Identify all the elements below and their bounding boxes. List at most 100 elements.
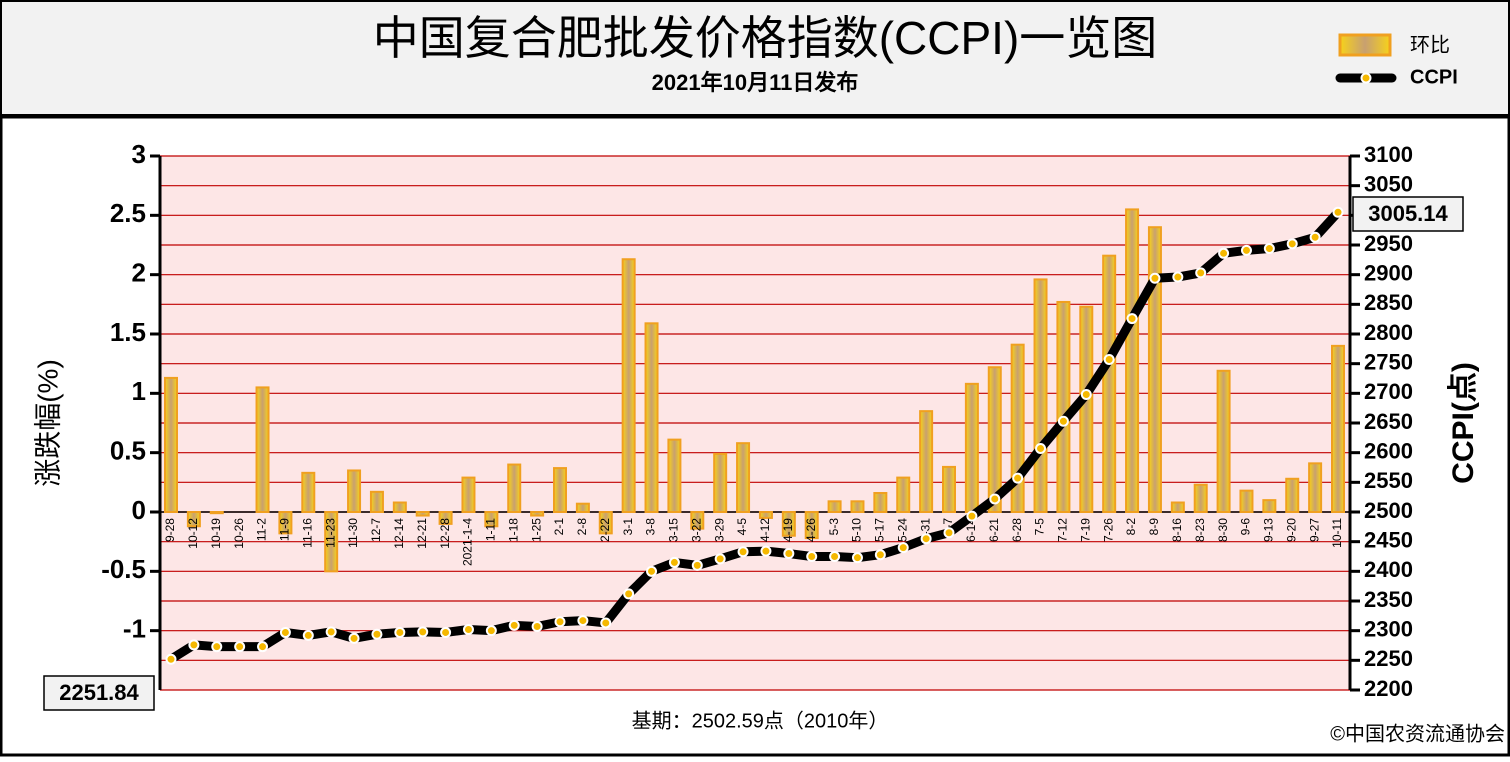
ccpi-point bbox=[1218, 247, 1230, 259]
ccpi-point bbox=[440, 626, 452, 638]
ccpi-point bbox=[462, 623, 474, 635]
ccpi-point bbox=[1035, 443, 1047, 455]
bar bbox=[186, 511, 201, 528]
y2-tick-label: 2700 bbox=[1364, 379, 1413, 404]
ccpi-point bbox=[1012, 472, 1024, 484]
bar bbox=[530, 511, 545, 517]
bar bbox=[392, 501, 407, 513]
ccpi-point bbox=[508, 619, 520, 631]
ccpi-point bbox=[806, 551, 818, 562]
x-tick-label: 5-10 bbox=[850, 518, 864, 542]
y-tick-label: 1.5 bbox=[110, 317, 146, 347]
bar bbox=[713, 452, 728, 513]
y2-tick-label: 2850 bbox=[1364, 290, 1413, 315]
legend: 环比 CCPI bbox=[1335, 33, 1458, 88]
bar bbox=[301, 471, 316, 513]
ccpi-point bbox=[851, 552, 863, 564]
ccpi-point bbox=[829, 551, 841, 562]
x-tick-label: 2-8 bbox=[575, 518, 589, 536]
header-box bbox=[0, 0, 1510, 116]
ccpi-point bbox=[1263, 243, 1275, 255]
y2-tick-label: 2350 bbox=[1364, 587, 1413, 612]
ccpi-point bbox=[1057, 415, 1069, 427]
ccpi-point bbox=[737, 546, 749, 558]
ccpi-point bbox=[485, 625, 497, 637]
y-tick-label: 2 bbox=[132, 258, 146, 288]
ccpi-point bbox=[417, 626, 429, 638]
x-tick-label: 1-18 bbox=[506, 518, 520, 542]
bar bbox=[438, 511, 453, 525]
x-tick-label: 11-2 bbox=[255, 518, 269, 541]
x-tick-label: 12-21 bbox=[415, 518, 429, 549]
x-tick-label: 12-14 bbox=[392, 518, 406, 549]
x-tick-label: 5-17 bbox=[873, 518, 887, 542]
legend-label: CCPI bbox=[1410, 66, 1458, 88]
bar bbox=[1239, 489, 1254, 514]
ccpi-point bbox=[691, 559, 703, 571]
ccpi-point bbox=[279, 626, 291, 638]
x-tick-label: 3-8 bbox=[644, 518, 658, 536]
x-tick-label: 9-20 bbox=[1284, 518, 1298, 542]
bar bbox=[255, 386, 270, 513]
bar bbox=[369, 490, 384, 513]
y2-tick-label: 2400 bbox=[1364, 557, 1413, 582]
value-label-box bbox=[43, 675, 155, 711]
source: ©中国农资流通协会 bbox=[1330, 722, 1505, 745]
y2-tick-label: 2750 bbox=[1364, 349, 1413, 374]
y-tick-label: 0.5 bbox=[110, 436, 146, 466]
bar bbox=[553, 467, 567, 513]
value-label: 3005.14 bbox=[1368, 201, 1448, 226]
x-tick-label: 8-16 bbox=[1170, 518, 1184, 542]
ccpi-point bbox=[257, 641, 269, 653]
note: 基期：2502.59点（2010年） bbox=[632, 709, 889, 732]
x-tick-label: 3-29 bbox=[712, 518, 726, 542]
x-tick-label: 9-27 bbox=[1307, 518, 1321, 542]
bar bbox=[919, 410, 934, 513]
x-tick-label: 4-19 bbox=[781, 518, 795, 542]
y2-tick-label: 3100 bbox=[1364, 142, 1413, 167]
ccpi-point bbox=[165, 653, 177, 665]
y2-tick-label: 2900 bbox=[1364, 260, 1413, 285]
ccpi-point bbox=[394, 626, 406, 638]
ccpi-point bbox=[668, 556, 680, 568]
bar bbox=[1308, 462, 1323, 514]
y2-tick-label: 2550 bbox=[1364, 468, 1413, 493]
chart-title: 中国复合肥批发价格指数(CCPI)一览图 bbox=[373, 12, 1158, 64]
x-tick-label: 7-26 bbox=[1101, 518, 1115, 542]
y-tick-label: 0 bbox=[132, 495, 146, 525]
ccpi-point bbox=[1309, 231, 1321, 243]
ccpi-point bbox=[325, 626, 337, 638]
bar bbox=[1079, 305, 1094, 513]
bar bbox=[164, 376, 178, 514]
bar bbox=[644, 322, 659, 513]
y2-tick-label: 2250 bbox=[1364, 646, 1413, 671]
bar bbox=[1170, 501, 1185, 513]
x-tick-label: 3-15 bbox=[667, 518, 681, 542]
x-tick-label: 7-12 bbox=[1056, 518, 1070, 542]
bar bbox=[278, 511, 293, 535]
y2-tick-label: 2800 bbox=[1364, 320, 1413, 345]
x-tick-label: 8-23 bbox=[1193, 518, 1207, 542]
y2-tick-label: 2950 bbox=[1364, 231, 1413, 256]
ccpi-point bbox=[897, 542, 909, 554]
x-tick-label: 12-7 bbox=[369, 518, 383, 542]
bar bbox=[1125, 208, 1140, 513]
y2-tick-label: 2200 bbox=[1364, 676, 1413, 701]
y2-tick-label: 2300 bbox=[1364, 616, 1413, 641]
bar bbox=[827, 500, 842, 514]
x-tick-label: 8-2 bbox=[1124, 518, 1138, 536]
x-tick-label: 2021-1-4 bbox=[461, 518, 475, 566]
bar bbox=[987, 366, 1002, 513]
bar bbox=[621, 258, 636, 513]
x-tick-label: 10-19 bbox=[209, 518, 223, 549]
y2-tick-label: 3050 bbox=[1364, 171, 1413, 196]
bar bbox=[690, 511, 705, 530]
bar bbox=[1056, 300, 1071, 513]
ccpi-point bbox=[1195, 267, 1207, 279]
x-tick-label: 5-3 bbox=[827, 518, 841, 536]
y2-tick-label: 2650 bbox=[1364, 409, 1413, 434]
ccpi-line bbox=[168, 209, 1342, 664]
bar bbox=[598, 511, 613, 535]
y-tick-label: 3 bbox=[132, 139, 146, 169]
